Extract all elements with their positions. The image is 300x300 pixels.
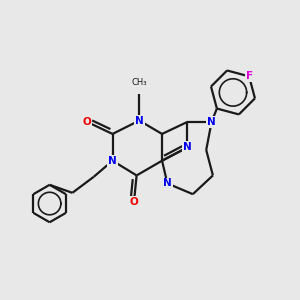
Text: N: N	[163, 178, 172, 188]
Text: O: O	[130, 197, 138, 207]
Text: N: N	[183, 142, 192, 152]
Text: F: F	[245, 71, 253, 81]
Text: CH₃: CH₃	[131, 78, 147, 87]
Text: O: O	[83, 117, 92, 127]
Text: N: N	[108, 156, 117, 166]
Text: N: N	[135, 116, 144, 126]
Text: N: N	[207, 117, 216, 127]
